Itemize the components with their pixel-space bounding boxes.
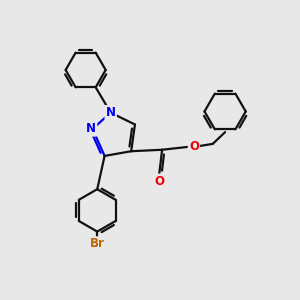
Text: N: N xyxy=(106,106,116,119)
Text: N: N xyxy=(86,122,96,135)
Text: Br: Br xyxy=(90,238,105,250)
Text: O: O xyxy=(154,175,164,188)
Text: O: O xyxy=(189,140,199,153)
